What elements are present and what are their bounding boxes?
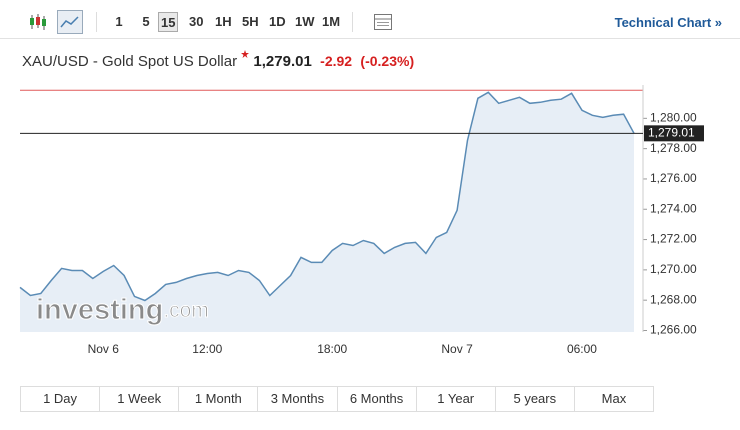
x-tick-label: Nov 6: [88, 342, 120, 356]
range-button[interactable]: 1 Day: [21, 387, 101, 411]
range-button[interactable]: 1 Month: [179, 387, 259, 411]
change: -2.92: [320, 53, 353, 69]
interval-button[interactable]: 1D: [269, 14, 286, 29]
interval-button[interactable]: 5: [142, 14, 150, 29]
interval-button[interactable]: 30: [189, 14, 204, 29]
interval-button[interactable]: 5H: [242, 14, 259, 29]
title-row: XAU/USD - Gold Spot US Dollar 1,279.01 -…: [22, 50, 414, 70]
range-button[interactable]: 1 Week: [100, 387, 180, 411]
separator: [96, 12, 97, 32]
interval-button[interactable]: 15: [158, 12, 179, 32]
range-button[interactable]: Max: [601, 391, 627, 406]
change-pct: (-0.23%): [360, 53, 415, 69]
watermark-suffix: .com: [163, 299, 209, 322]
x-tick-label: 06:00: [567, 342, 597, 356]
range-button[interactable]: 5 years: [496, 387, 575, 411]
y-tick-label: 1,276.00: [650, 171, 697, 185]
current-label-box: [644, 125, 704, 142]
y-tick-label: 1,274.00: [650, 201, 697, 215]
x-tick-label: 12:00: [192, 342, 222, 356]
range-button[interactable]: 1 Year: [417, 387, 496, 411]
x-tick-label: Nov 7: [441, 342, 473, 356]
y-tick-label: 1,280.00: [650, 111, 697, 125]
candle-icon[interactable]: [28, 13, 48, 31]
current-label: 1,279.01: [648, 126, 695, 140]
y-tick-label: 1,278.00: [650, 141, 697, 155]
line-icon[interactable]: [57, 10, 83, 34]
interval-button[interactable]: 1M: [322, 14, 341, 29]
y-tick-label: 1,270.00: [650, 262, 697, 276]
toolbar: 1 5 15 30 1H 5H 1D 1W 1M Technical Chart »: [0, 0, 740, 39]
range-button[interactable]: 3 Months: [258, 387, 338, 411]
technical-chart-link[interactable]: Technical Chart »: [614, 15, 722, 30]
interval-button[interactable]: 1W: [295, 14, 315, 29]
interval-button[interactable]: 1H: [215, 14, 232, 29]
star-icon: [241, 50, 250, 58]
chart: investing.com 1,266.00 1,268.00 1,270.00 1,2…: [19, 85, 704, 356]
line: [19, 91, 635, 302]
y-tick-label: 1,268.00: [650, 292, 697, 306]
y-tick-label: 1,272.00: [650, 232, 697, 246]
instrument: XAU/USD - Gold Spot US Dollar: [22, 53, 238, 70]
y-tick-label: 1,266.00: [650, 323, 697, 337]
range-bar: 1 Day 1 Week 1 Month 3 Months 6 Months 1 Year…: [20, 386, 654, 412]
interval-button[interactable]: 1: [115, 14, 123, 29]
x-tick-label: 18:00: [317, 342, 347, 356]
separator: [352, 12, 353, 32]
table-icon[interactable]: [374, 14, 392, 30]
area: [20, 92, 634, 332]
price: 1,279.01: [253, 53, 312, 70]
range-button[interactable]: 6 Months: [338, 387, 417, 411]
watermark: investing.com: [36, 294, 209, 326]
watermark-main: investing: [36, 294, 163, 326]
